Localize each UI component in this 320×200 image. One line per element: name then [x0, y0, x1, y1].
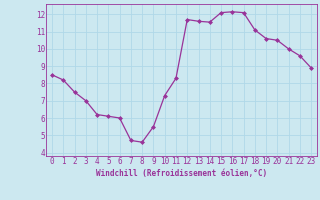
X-axis label: Windchill (Refroidissement éolien,°C): Windchill (Refroidissement éolien,°C) [96, 169, 267, 178]
